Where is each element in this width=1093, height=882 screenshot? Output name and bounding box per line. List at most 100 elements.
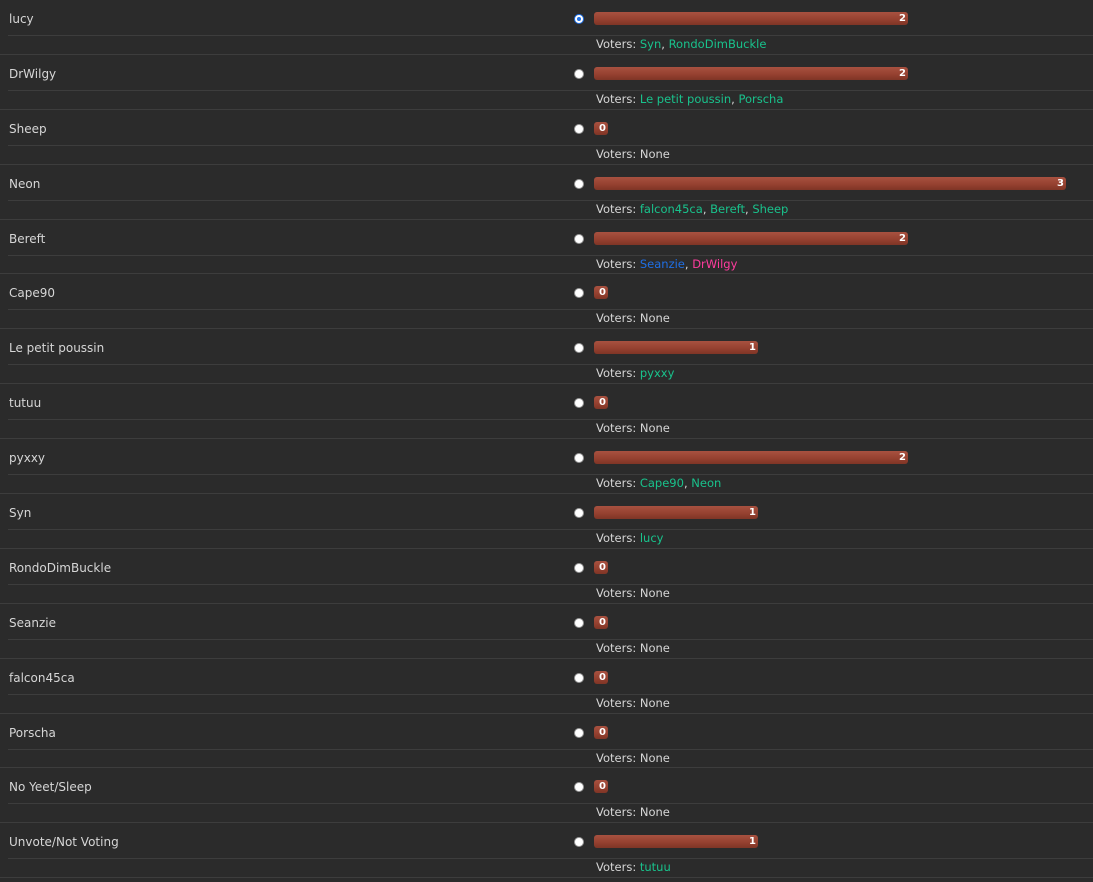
vote-count: 3: [1057, 177, 1064, 189]
voter-link[interactable]: tutuu: [639, 860, 671, 875]
poll-option-row: Le petit poussin 1 Voters: pyxxy: [0, 329, 1093, 385]
row-divider: [0, 383, 1093, 385]
vote-count: 0: [599, 781, 606, 793]
voters-label: Voters:: [596, 256, 637, 271]
vote-count: 0: [599, 616, 606, 628]
row-divider: [8, 419, 1093, 421]
voter-link[interactable]: Porscha: [738, 91, 784, 106]
voters-none: None: [639, 805, 670, 820]
voter-link[interactable]: Seanzie: [639, 256, 685, 271]
poll-option-row: DrWilgy 2 Voters: Le petit poussin, Porsch…: [0, 55, 1093, 110]
voters-none: None: [639, 640, 670, 655]
row-divider: [8, 89, 1093, 91]
voters-label: Voters:: [596, 91, 637, 106]
vote-radio-button[interactable]: [574, 617, 584, 628]
vote-bar: 2: [594, 66, 908, 80]
row-divider: [0, 53, 1093, 55]
vote-bar: 2: [594, 12, 908, 25]
poll-option-row: Unvote/Not Voting 1 Voters: tutuu: [0, 823, 1093, 879]
voters-line: Voters: lucy: [596, 531, 663, 545]
vote-radio-button[interactable]: [574, 398, 584, 409]
voters-label: Voters:: [596, 311, 637, 326]
vote-count: 1: [749, 507, 756, 519]
vote-radio-button[interactable]: [574, 14, 584, 24]
voters-line: Voters: None: [596, 421, 670, 435]
voter-link[interactable]: falcon45ca: [639, 201, 703, 216]
row-divider: [0, 547, 1093, 549]
row-divider: [0, 657, 1093, 659]
poll-option-row: Bereft 2 Voters: Seanzie, DrWilgy: [0, 220, 1093, 275]
row-divider: [0, 273, 1093, 275]
row-divider: [8, 638, 1093, 640]
vote-count: 0: [599, 671, 606, 683]
vote-radio-button[interactable]: [574, 178, 584, 189]
voters-line: Voters: None: [596, 586, 670, 600]
voters-label: Voters:: [596, 476, 637, 491]
poll-option-row: Cape90 0 Voters: None: [0, 274, 1093, 330]
voters-line: Voters: tutuu: [596, 860, 671, 874]
voters-label: Voters:: [596, 860, 637, 875]
voters-label: Voters:: [596, 366, 637, 381]
voter-link[interactable]: Cape90: [639, 476, 684, 491]
poll-option-row: RondoDimBuckle 0 Voters: None: [0, 549, 1093, 604]
row-divider: [0, 108, 1093, 110]
vote-radio-button[interactable]: [574, 837, 584, 848]
poll-option-row: falcon45ca 0 Voters: None: [0, 659, 1093, 714]
voter-link[interactable]: Sheep: [752, 201, 789, 216]
option-name: Neon: [9, 176, 41, 191]
voter-link[interactable]: Bereft: [710, 201, 745, 216]
vote-radio-button[interactable]: [574, 123, 584, 134]
voter-link[interactable]: Syn: [639, 37, 662, 51]
voter-link[interactable]: Neon: [691, 476, 722, 491]
voters-label: Voters:: [596, 37, 637, 51]
poll-option-row: pyxxy 2 Voters: Cape90, Neon: [0, 439, 1093, 495]
voters-none: None: [639, 585, 670, 600]
vote-radio-button[interactable]: [574, 727, 584, 738]
vote-radio-button[interactable]: [574, 233, 584, 244]
vote-radio-button[interactable]: [574, 288, 584, 299]
row-divider: [0, 822, 1093, 824]
vote-radio-button[interactable]: [574, 68, 584, 79]
vote-bar: 1: [594, 835, 758, 849]
vote-radio-button[interactable]: [574, 782, 584, 793]
vote-radio-button[interactable]: [574, 343, 584, 354]
vote-bar: 0: [594, 286, 608, 300]
vote-radio-button[interactable]: [574, 672, 584, 683]
option-name: falcon45ca: [9, 670, 75, 685]
vote-radio-button[interactable]: [574, 508, 584, 519]
vote-count: 2: [899, 232, 906, 244]
poll-option-row: No Yeet/Sleep 0 Voters: None: [0, 768, 1093, 824]
option-name: Seanzie: [9, 615, 56, 630]
vote-bar: 2: [594, 451, 908, 465]
vote-radio-button[interactable]: [574, 562, 584, 573]
voters-line: Voters: None: [596, 311, 670, 325]
vote-radio-button[interactable]: [574, 453, 584, 464]
vote-bar: 1: [594, 506, 758, 520]
vote-count: 2: [899, 13, 906, 24]
option-name: DrWilgy: [9, 66, 57, 81]
voter-link[interactable]: Le petit poussin: [639, 91, 732, 106]
vote-count: 0: [599, 726, 606, 738]
row-divider: [8, 858, 1093, 860]
vote-bar: 0: [594, 560, 608, 574]
voter-link[interactable]: DrWilgy: [692, 256, 738, 271]
vote-count: 1: [749, 342, 756, 354]
voters-line: Voters: None: [596, 696, 670, 710]
voter-link[interactable]: lucy: [639, 531, 664, 546]
vote-bar: 2: [594, 231, 908, 245]
voter-link[interactable]: RondoDimBuckle: [668, 37, 767, 51]
voters-line: Voters: Le petit poussin, Porscha: [596, 91, 784, 106]
option-name: Porscha: [9, 725, 56, 740]
voter-link[interactable]: pyxxy: [639, 366, 675, 381]
vote-bar: 0: [594, 615, 608, 629]
voters-line: Voters: Syn, RondoDimBuckle: [596, 37, 767, 51]
row-divider: [0, 438, 1093, 440]
row-divider: [8, 583, 1093, 585]
row-divider: [8, 364, 1093, 366]
voters-label: Voters:: [596, 585, 637, 600]
voters-label: Voters:: [596, 201, 637, 216]
vote-bar: 0: [594, 725, 608, 739]
row-divider: [8, 474, 1093, 476]
vote-count: 0: [599, 287, 606, 299]
